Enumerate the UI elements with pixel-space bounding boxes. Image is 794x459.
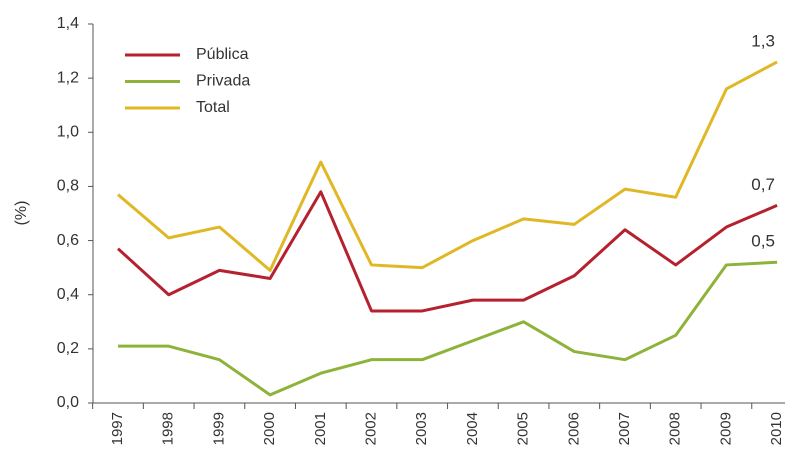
y-tick-label: 1,2 <box>57 69 79 86</box>
y-tick-label: 0,0 <box>57 394 79 411</box>
series-line <box>118 260 778 397</box>
legend-label: Privada <box>196 73 250 90</box>
data-label: 1,3 <box>751 31 775 50</box>
x-tick-label: 2004 <box>464 412 481 445</box>
x-tick-label: 2008 <box>667 412 684 445</box>
data-label: 0,5 <box>751 232 775 251</box>
y-tick-label: 0,8 <box>57 178 79 195</box>
x-tick-label: 2005 <box>515 412 532 445</box>
x-tick-label: 2009 <box>717 412 734 445</box>
series-line <box>116 190 778 313</box>
legend-label: Pública <box>196 46 249 63</box>
y-tick-label: 1,4 <box>57 15 79 32</box>
x-tick-label: 2000 <box>261 412 278 445</box>
y-tick-label: 0,2 <box>57 340 79 357</box>
series-line <box>117 60 778 272</box>
x-tick-label: 2003 <box>413 412 430 445</box>
y-tick-label: 0,6 <box>57 232 79 249</box>
y-tick-label: 0,4 <box>57 286 79 303</box>
legend-label: Total <box>196 99 230 116</box>
data-label: 0,7 <box>751 175 775 194</box>
y-axis-label: (%) <box>13 201 30 226</box>
x-tick-label: 1997 <box>109 412 126 445</box>
x-tick-label: 1999 <box>210 412 227 445</box>
x-tick-label: 2007 <box>616 412 633 445</box>
x-tick-label: 1998 <box>160 412 177 445</box>
y-tick-label: 1,0 <box>57 124 79 141</box>
x-tick-label: 2002 <box>362 412 379 445</box>
x-tick-label: 2010 <box>768 412 785 445</box>
x-tick-label: 2001 <box>312 412 329 445</box>
x-tick-label: 2006 <box>565 412 582 445</box>
